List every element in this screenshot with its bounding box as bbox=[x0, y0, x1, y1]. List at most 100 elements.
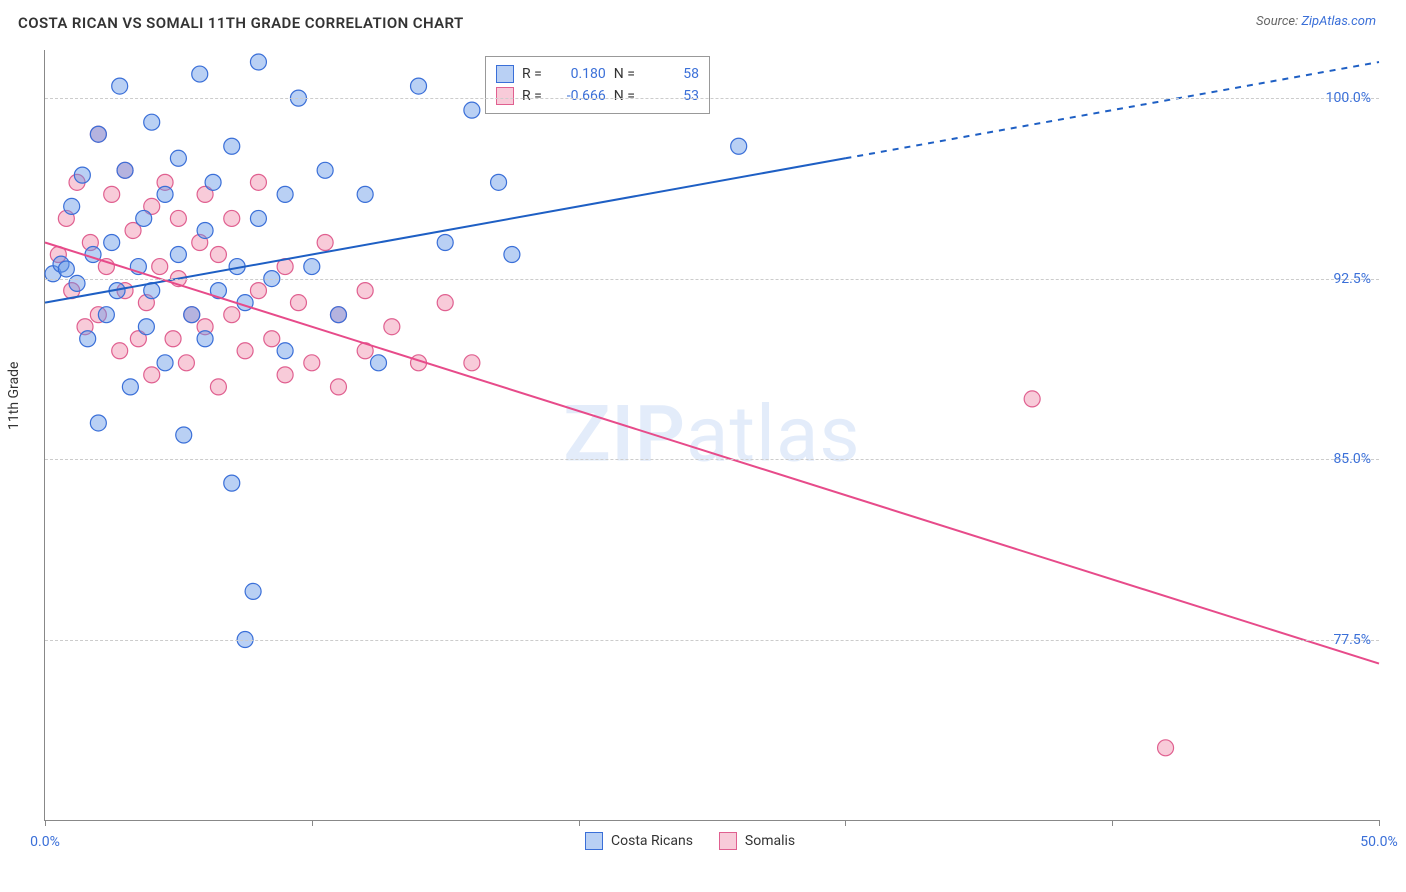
plot-area: ZIPatlas R = 0.180 N = 58 R = -0.666 N =… bbox=[44, 50, 1379, 821]
data-point bbox=[464, 355, 480, 371]
data-point bbox=[357, 186, 373, 202]
data-point bbox=[224, 307, 240, 323]
data-point bbox=[197, 331, 213, 347]
data-point bbox=[250, 210, 266, 226]
data-point bbox=[277, 367, 293, 383]
y-tick-label: 77.5% bbox=[1333, 632, 1371, 648]
source-link[interactable]: ZipAtlas.com bbox=[1301, 14, 1376, 29]
legend-label: Somalis bbox=[745, 833, 795, 849]
data-point bbox=[117, 162, 133, 178]
data-point bbox=[165, 331, 181, 347]
data-point bbox=[152, 259, 168, 275]
data-point bbox=[330, 307, 346, 323]
data-point bbox=[136, 210, 152, 226]
x-tick-label: 0.0% bbox=[30, 834, 60, 850]
data-point bbox=[250, 174, 266, 190]
data-point bbox=[1158, 740, 1174, 756]
x-tick-mark bbox=[45, 820, 46, 826]
legend-item-somalis: Somalis bbox=[719, 832, 795, 850]
data-point bbox=[250, 54, 266, 70]
x-tick-mark bbox=[845, 820, 846, 826]
data-point bbox=[205, 174, 221, 190]
data-point bbox=[144, 114, 160, 130]
data-point bbox=[157, 186, 173, 202]
y-tick-label: 85.0% bbox=[1333, 451, 1371, 467]
data-point bbox=[437, 235, 453, 251]
data-point bbox=[224, 210, 240, 226]
x-tick-mark bbox=[579, 820, 580, 826]
gridline bbox=[45, 640, 1379, 641]
gridline bbox=[45, 459, 1379, 460]
data-point bbox=[437, 295, 453, 311]
header: COSTA RICAN VS SOMALI 11TH GRADE CORRELA… bbox=[0, 0, 1406, 42]
plot-svg bbox=[45, 50, 1379, 820]
data-point bbox=[491, 174, 507, 190]
swatch-blue-icon bbox=[585, 832, 603, 850]
r-label: R = bbox=[522, 63, 542, 85]
data-point bbox=[112, 78, 128, 94]
legend-item-costa-ricans: Costa Ricans bbox=[585, 832, 693, 850]
data-point bbox=[277, 186, 293, 202]
gridline bbox=[45, 279, 1379, 280]
data-point bbox=[371, 355, 387, 371]
swatch-pink-icon bbox=[719, 832, 737, 850]
data-point bbox=[357, 283, 373, 299]
data-point bbox=[170, 150, 186, 166]
data-point bbox=[197, 222, 213, 238]
source-attribution: Source: ZipAtlas.com bbox=[1256, 14, 1376, 29]
legend-label: Costa Ricans bbox=[611, 833, 693, 849]
source-prefix: Source: bbox=[1256, 14, 1301, 29]
data-point bbox=[98, 307, 114, 323]
y-tick-label: 92.5% bbox=[1333, 271, 1371, 287]
data-point bbox=[464, 102, 480, 118]
x-tick-mark bbox=[1379, 820, 1380, 826]
data-point bbox=[64, 198, 80, 214]
data-point bbox=[245, 583, 261, 599]
data-point bbox=[58, 261, 74, 277]
data-point bbox=[122, 379, 138, 395]
chart-container: COSTA RICAN VS SOMALI 11TH GRADE CORRELA… bbox=[0, 0, 1406, 892]
data-point bbox=[170, 247, 186, 263]
n-value-pink: 53 bbox=[643, 85, 699, 107]
data-point bbox=[90, 126, 106, 142]
x-tick-mark bbox=[1112, 820, 1113, 826]
data-point bbox=[104, 186, 120, 202]
x-tick-label: 50.0% bbox=[1360, 834, 1398, 850]
data-point bbox=[731, 138, 747, 154]
r-value-pink: -0.666 bbox=[550, 85, 606, 107]
r-value-blue: 0.180 bbox=[550, 63, 606, 85]
data-point bbox=[277, 343, 293, 359]
data-point bbox=[210, 379, 226, 395]
series-legend: Costa Ricans Somalis bbox=[585, 832, 795, 850]
n-label: N = bbox=[614, 63, 635, 85]
data-point bbox=[157, 355, 173, 371]
data-point bbox=[192, 66, 208, 82]
stats-legend: R = 0.180 N = 58 R = -0.666 N = 53 bbox=[485, 56, 710, 114]
data-point bbox=[74, 167, 90, 183]
data-point bbox=[178, 355, 194, 371]
data-point bbox=[144, 367, 160, 383]
data-point bbox=[250, 283, 266, 299]
trend-line bbox=[45, 243, 1379, 664]
data-point bbox=[264, 331, 280, 347]
gridline bbox=[45, 98, 1379, 99]
data-point bbox=[1024, 391, 1040, 407]
data-point bbox=[317, 162, 333, 178]
data-point bbox=[304, 259, 320, 275]
x-tick-mark bbox=[312, 820, 313, 826]
data-point bbox=[304, 355, 320, 371]
data-point bbox=[184, 307, 200, 323]
r-label: R = bbox=[522, 85, 542, 107]
data-point bbox=[237, 343, 253, 359]
data-point bbox=[138, 319, 154, 335]
data-point bbox=[112, 343, 128, 359]
y-tick-label: 100.0% bbox=[1326, 90, 1371, 106]
y-axis-label: 11th Grade bbox=[6, 362, 22, 430]
data-point bbox=[411, 78, 427, 94]
n-label: N = bbox=[614, 85, 635, 107]
data-point bbox=[176, 427, 192, 443]
stats-row-blue: R = 0.180 N = 58 bbox=[496, 63, 699, 85]
data-point bbox=[90, 415, 106, 431]
swatch-pink-icon bbox=[496, 87, 514, 105]
data-point bbox=[224, 475, 240, 491]
